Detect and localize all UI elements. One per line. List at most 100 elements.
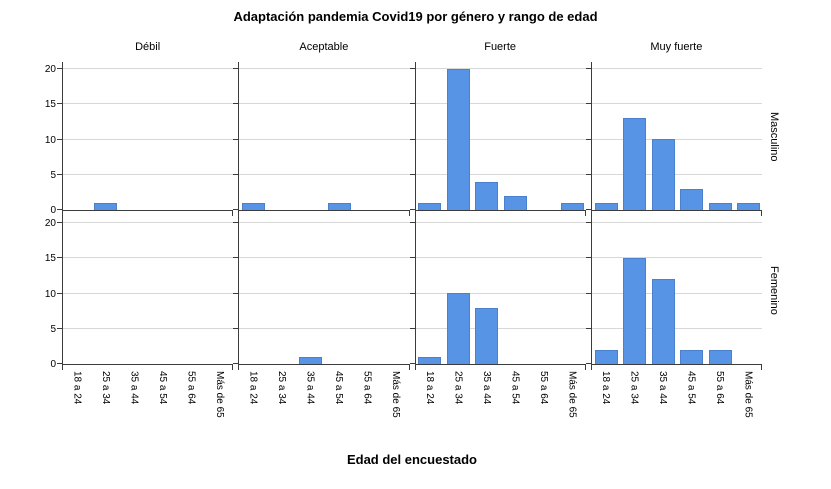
gridline — [239, 173, 410, 175]
bar — [680, 189, 704, 210]
y-tick — [409, 138, 415, 140]
x-tick-label: 45 a 54 — [333, 371, 345, 405]
bar — [503, 196, 527, 210]
x-tick-label: 55 a 64 — [537, 371, 549, 405]
x-tick-label: 18 a 24 — [247, 371, 259, 405]
gridline — [63, 173, 234, 175]
y-tick — [585, 173, 591, 175]
x-tick-label: Más de 65 — [390, 371, 402, 418]
x-tick — [584, 211, 586, 216]
gridline — [591, 257, 762, 259]
y-tick-label: 20 — [44, 64, 56, 75]
gridline — [239, 68, 410, 69]
x-tick — [414, 211, 416, 216]
gridline — [63, 68, 234, 69]
x-tick — [62, 211, 63, 216]
x-tick-label: 35 a 44 — [304, 371, 316, 405]
gridline — [415, 327, 586, 329]
y-tick — [585, 209, 591, 210]
bar — [446, 69, 470, 210]
facet-column-header: Muy fuerte — [650, 41, 703, 53]
bar — [327, 203, 351, 210]
y-tick — [57, 68, 62, 69]
y-tick-label: 5 — [50, 169, 56, 181]
gridline — [63, 257, 234, 259]
y-tick — [57, 173, 62, 175]
facet-panel — [585, 216, 762, 370]
y-tick — [233, 363, 239, 364]
x-tick-label: 25 a 34 — [628, 371, 640, 405]
y-tick-label: 5 — [50, 323, 56, 335]
y-tick-label: 0 — [50, 359, 56, 370]
x-tick — [408, 211, 410, 216]
bar — [299, 357, 323, 364]
gridline — [239, 327, 410, 329]
facet-row-label: Femenino — [768, 266, 780, 315]
y-tick — [585, 327, 591, 329]
y-tick — [409, 363, 415, 364]
y-tick — [585, 292, 591, 294]
gridline — [591, 103, 762, 105]
bar — [242, 203, 266, 210]
x-tick — [761, 211, 762, 216]
bar — [737, 203, 761, 210]
y-tick — [409, 292, 415, 294]
x-tick-label: 55 a 64 — [185, 371, 197, 405]
x-tick-label: 55 a 64 — [361, 371, 373, 405]
gridline — [63, 222, 234, 223]
y-tick-label: 0 — [50, 205, 56, 216]
y-tick — [233, 138, 239, 140]
facet-panel — [585, 62, 762, 216]
gridline — [591, 138, 762, 140]
facet-column-header: Fuerte — [484, 41, 517, 53]
x-tick — [590, 211, 592, 216]
x-tick — [238, 211, 240, 216]
gridline — [591, 292, 762, 294]
gridline — [591, 222, 762, 223]
y-tick-label: 10 — [44, 134, 56, 146]
bar — [560, 203, 584, 210]
bar — [594, 203, 618, 210]
bar — [475, 308, 499, 364]
y-tick — [233, 327, 239, 329]
x-axis-title: Edad del encuestado — [346, 452, 478, 467]
y-tick — [233, 209, 239, 210]
gridline — [239, 257, 410, 259]
y-tick — [233, 292, 239, 294]
y-tick — [57, 327, 62, 329]
facet-panel — [409, 216, 586, 370]
bar — [594, 350, 618, 364]
y-tick-label: 20 — [44, 218, 56, 229]
y-tick-label: 15 — [44, 99, 56, 111]
bar — [708, 350, 732, 364]
facet-panel — [409, 62, 586, 216]
y-tick — [409, 327, 415, 329]
y-tick-label: 10 — [44, 288, 56, 300]
bar — [623, 258, 647, 364]
x-tick-label: 35 a 44 — [657, 371, 669, 405]
x-tick — [232, 365, 234, 370]
gridline — [63, 327, 234, 329]
y-tick — [57, 257, 62, 259]
gridline — [591, 68, 762, 69]
y-tick — [57, 138, 62, 140]
x-tick-label: 45 a 54 — [509, 371, 521, 405]
y-tick — [585, 103, 591, 105]
gridline — [239, 138, 410, 140]
x-tick — [408, 365, 410, 370]
x-tick-label: 18 a 24 — [71, 371, 83, 405]
y-tick — [409, 68, 415, 69]
y-tick — [233, 103, 239, 105]
facet-panel — [57, 216, 234, 370]
chart-title: Adaptación pandemia Covid19 por género y… — [233, 9, 598, 24]
y-tick — [409, 209, 415, 210]
gridline — [63, 292, 234, 294]
bar — [475, 182, 499, 210]
gridline — [239, 292, 410, 294]
y-tick — [585, 363, 591, 364]
gridline — [63, 138, 234, 140]
facet-row-label: Masculino — [768, 111, 780, 162]
x-tick — [584, 365, 586, 370]
bar — [94, 203, 118, 210]
y-tick — [409, 257, 415, 259]
